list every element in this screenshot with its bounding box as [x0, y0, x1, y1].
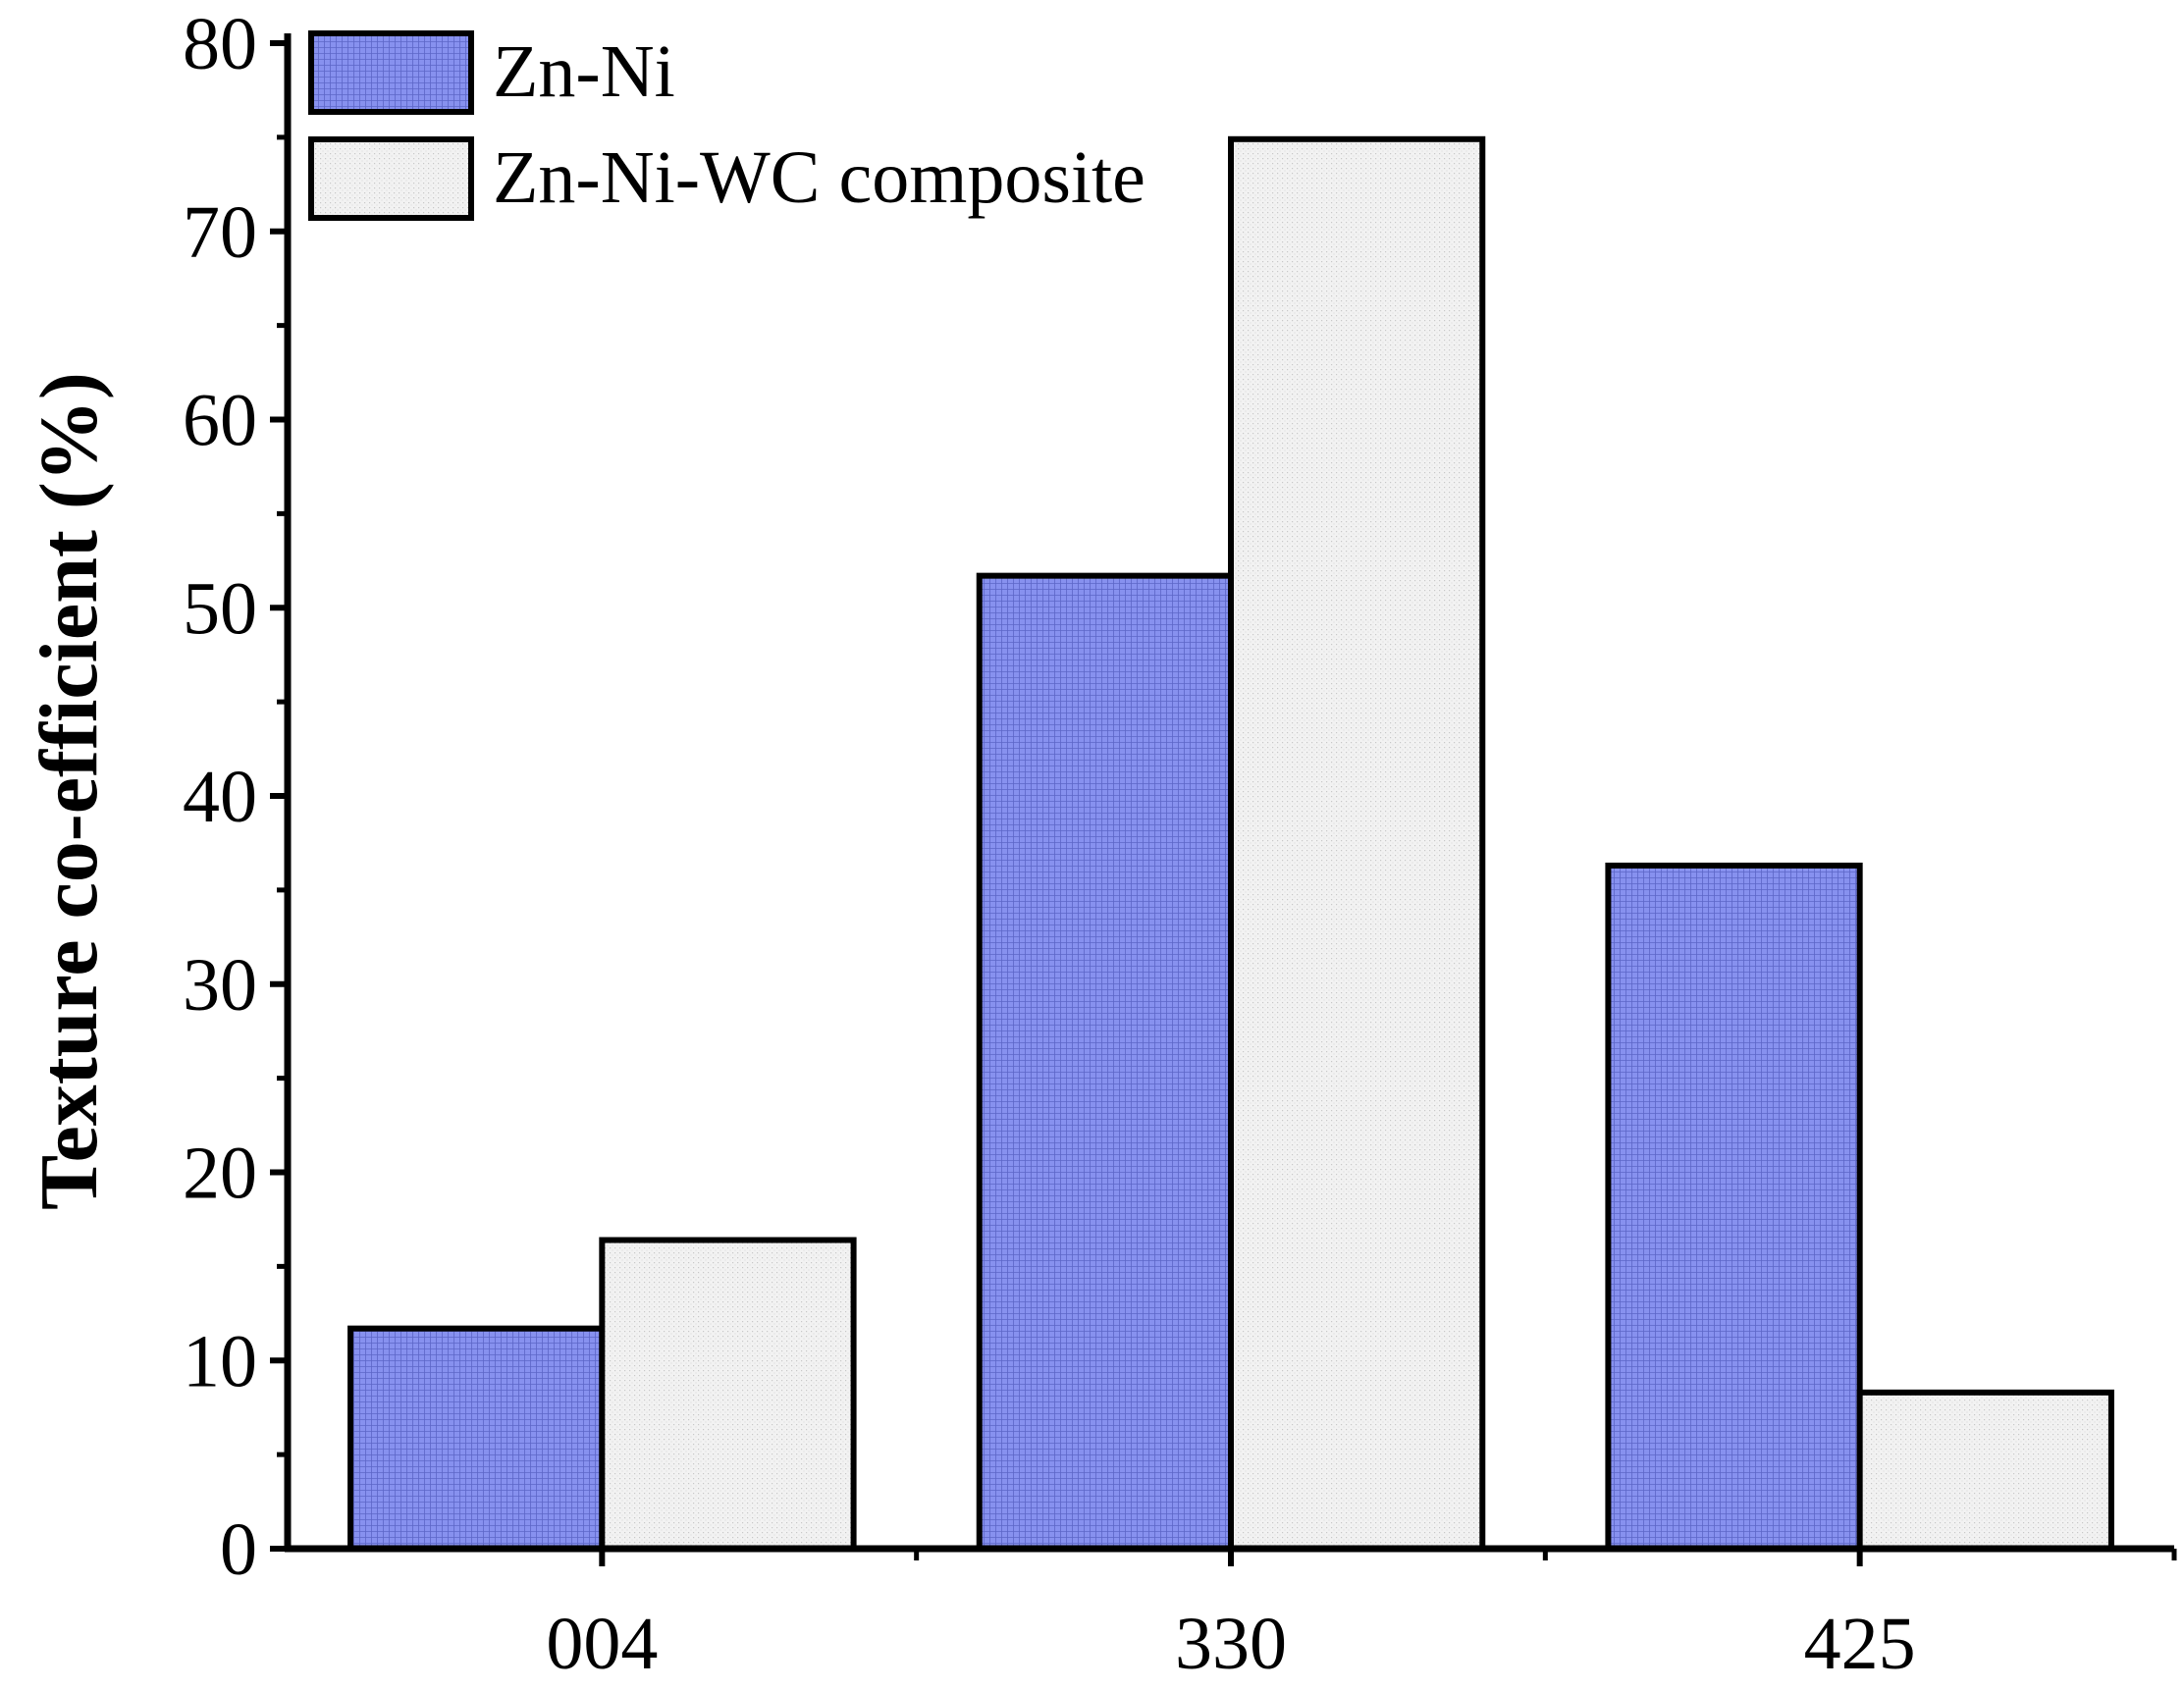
y-tick-label: 20 — [183, 1133, 257, 1215]
bar-zn-ni-wc-330 — [1228, 135, 1486, 1553]
bars-layer — [347, 135, 2114, 1553]
y-tick-label: 40 — [183, 756, 257, 838]
x-ticks: 004 330 425 — [546, 1549, 2177, 1685]
y-ticks: 0 10 20 30 40 50 60 70 80 — [183, 3, 288, 1591]
bar-zn-ni-wc-425 — [1856, 1389, 2114, 1553]
y-tick-label: 70 — [183, 191, 257, 274]
bar-zn-ni-330 — [976, 572, 1234, 1552]
y-tick-label: 50 — [183, 567, 257, 650]
legend: Zn-Ni Zn-Ni-WC composite — [308, 30, 1145, 221]
bar-zn-ni-004 — [347, 1325, 606, 1552]
y-tick-label: 10 — [183, 1320, 257, 1402]
bar-zn-ni-425 — [1605, 862, 1863, 1552]
y-axis-title: Texture co-efficient (%) — [24, 372, 115, 1210]
legend-swatch-zn-ni — [308, 30, 474, 115]
x-tick-label: 330 — [1175, 1603, 1287, 1685]
y-tick-label: 30 — [183, 944, 257, 1027]
bar-zn-ni-wc-004 — [599, 1237, 857, 1553]
x-tick-label: 425 — [1804, 1603, 1916, 1685]
legend-swatch-zn-ni-wc — [308, 136, 474, 221]
x-tick-label: 004 — [546, 1603, 658, 1685]
y-tick-label: 0 — [220, 1508, 257, 1591]
legend-label-zn-ni: Zn-Ni — [493, 30, 675, 113]
legend-label-zn-ni-wc: Zn-Ni-WC composite — [493, 136, 1145, 219]
y-tick-label: 80 — [183, 3, 257, 85]
y-tick-label: 60 — [183, 380, 257, 462]
